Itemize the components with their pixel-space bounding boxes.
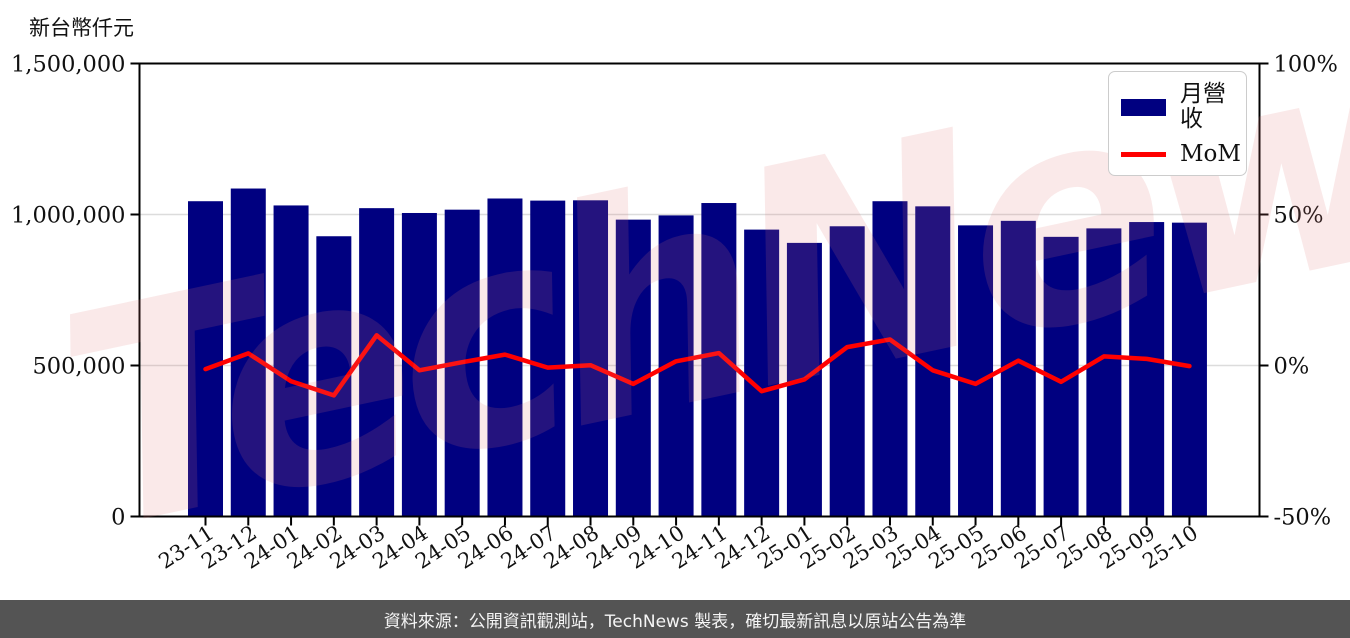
legend-line-swatch (1121, 151, 1166, 157)
source-footer: 資料來源：公開資訊觀測站，TechNews 製表，確切最新訊息以原站公告為準 (0, 600, 1350, 638)
revenue-bar (615, 219, 651, 517)
revenue-bar (1129, 222, 1165, 517)
axis-frame (138, 62, 1261, 518)
revenue-bar (188, 201, 223, 517)
revenue-bar (958, 225, 994, 517)
y-tick-label-right: 100% (1274, 52, 1338, 78)
left-axis-title: 新台幣仟元 (29, 16, 134, 40)
revenue-bar (744, 229, 780, 517)
y-tick-label-left: 1,500,000 (11, 52, 126, 78)
y-tick-label-right: 0% (1274, 354, 1310, 380)
revenue-bar (401, 212, 437, 517)
revenue-bar (701, 203, 737, 517)
revenue-bar (530, 200, 566, 517)
revenue-bar (359, 208, 395, 517)
chart-plot: 0500,0001,000,0001,500,000-50%0%50%100%2… (11, 52, 1338, 574)
y-tick-label-left: 1,000,000 (11, 203, 126, 229)
legend-mom-label: MoM (1180, 140, 1241, 167)
legend: 月營收 MoM (1108, 71, 1247, 176)
revenue-bar (573, 200, 609, 517)
legend-item-revenue: 月營收 (1121, 81, 1234, 133)
y-tick-label-right: 50% (1274, 203, 1324, 229)
revenue-bar (1171, 222, 1207, 517)
y-tick-label-right: -50% (1274, 505, 1332, 531)
legend-bar-swatch (1121, 98, 1166, 116)
revenue-bar (273, 205, 309, 517)
revenue-bar (872, 201, 908, 517)
legend-item-mom: MoM (1121, 141, 1241, 167)
y-tick-label-left: 0 (111, 505, 125, 531)
legend-revenue-label: 月營收 (1180, 81, 1226, 133)
y-tick-label-left: 500,000 (32, 354, 125, 380)
revenue-bar (829, 226, 865, 517)
mom-line (203, 333, 1192, 398)
revenue-bar (1086, 228, 1122, 517)
